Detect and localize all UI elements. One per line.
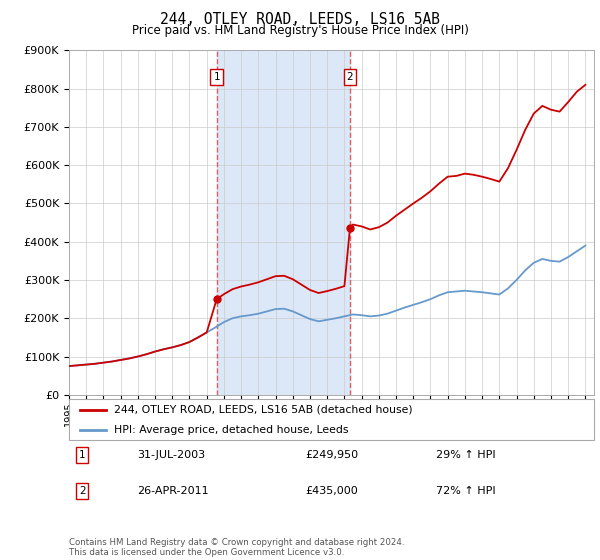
Text: £435,000: £435,000 bbox=[305, 486, 358, 496]
Text: 1: 1 bbox=[79, 450, 85, 460]
Text: 26-APR-2011: 26-APR-2011 bbox=[137, 486, 209, 496]
Text: 2: 2 bbox=[79, 486, 85, 496]
Text: 2: 2 bbox=[347, 72, 353, 82]
Text: 244, OTLEY ROAD, LEEDS, LS16 5AB (detached house): 244, OTLEY ROAD, LEEDS, LS16 5AB (detach… bbox=[113, 405, 412, 415]
Text: Contains HM Land Registry data © Crown copyright and database right 2024.
This d: Contains HM Land Registry data © Crown c… bbox=[69, 538, 404, 557]
Text: 244, OTLEY ROAD, LEEDS, LS16 5AB: 244, OTLEY ROAD, LEEDS, LS16 5AB bbox=[160, 12, 440, 27]
Text: Price paid vs. HM Land Registry's House Price Index (HPI): Price paid vs. HM Land Registry's House … bbox=[131, 24, 469, 36]
Text: HPI: Average price, detached house, Leeds: HPI: Average price, detached house, Leed… bbox=[113, 425, 348, 435]
Bar bbox=[217, 50, 350, 395]
Text: 72% ↑ HPI: 72% ↑ HPI bbox=[437, 486, 496, 496]
Text: 31-JUL-2003: 31-JUL-2003 bbox=[137, 450, 205, 460]
Text: 29% ↑ HPI: 29% ↑ HPI bbox=[437, 450, 496, 460]
Text: £249,950: £249,950 bbox=[305, 450, 358, 460]
Text: 1: 1 bbox=[214, 72, 220, 82]
